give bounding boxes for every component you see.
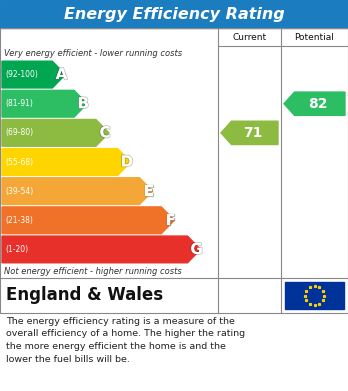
Text: A: A — [56, 67, 68, 82]
Bar — [285, 282, 344, 309]
Text: E: E — [143, 184, 154, 199]
Text: D: D — [120, 154, 133, 170]
Text: (21-38): (21-38) — [5, 216, 33, 225]
Text: England & Wales: England & Wales — [6, 287, 163, 305]
Text: Very energy efficient - lower running costs: Very energy efficient - lower running co… — [4, 48, 182, 57]
Polygon shape — [221, 121, 278, 145]
Text: The energy efficiency rating is a measure of the
overall efficiency of a home. T: The energy efficiency rating is a measur… — [6, 317, 245, 364]
Text: Current: Current — [232, 32, 267, 41]
Text: Potential: Potential — [294, 32, 334, 41]
Text: 82: 82 — [308, 97, 327, 111]
Polygon shape — [2, 207, 174, 234]
Text: G: G — [190, 242, 203, 257]
Text: B: B — [78, 96, 89, 111]
Text: (55-68): (55-68) — [5, 158, 33, 167]
Text: 71: 71 — [243, 126, 262, 140]
Polygon shape — [2, 61, 65, 88]
Text: (69-80): (69-80) — [5, 128, 33, 137]
Text: (39-54): (39-54) — [5, 187, 33, 196]
Text: (92-100): (92-100) — [5, 70, 38, 79]
Polygon shape — [2, 120, 109, 146]
Text: Energy Efficiency Rating: Energy Efficiency Rating — [64, 7, 284, 22]
Bar — [0, 0, 348, 28]
Polygon shape — [2, 149, 131, 176]
Polygon shape — [284, 92, 345, 115]
Text: (1-20): (1-20) — [5, 245, 28, 254]
Polygon shape — [2, 236, 200, 263]
Text: (81-91): (81-91) — [5, 99, 33, 108]
Polygon shape — [2, 178, 153, 204]
Text: Not energy efficient - higher running costs: Not energy efficient - higher running co… — [4, 267, 182, 276]
Text: F: F — [165, 213, 176, 228]
Text: C: C — [100, 126, 111, 140]
Bar — [0, 28, 348, 313]
Polygon shape — [2, 90, 87, 117]
